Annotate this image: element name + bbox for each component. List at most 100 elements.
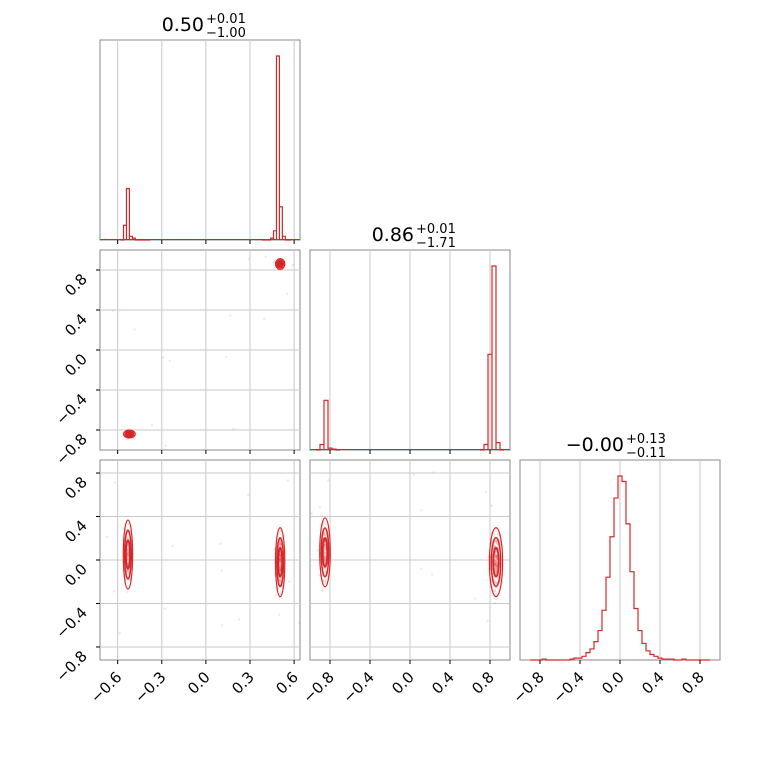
joint-1-3-contour — [274, 527, 286, 598]
joint-1-3-scatter-point — [126, 570, 129, 573]
joint-1-3-scatter-point — [126, 572, 130, 576]
joint-1-2-scatter-point — [263, 317, 266, 321]
joint-1-2-scatter-point — [278, 262, 282, 266]
joint-2-3-scatter-point — [495, 540, 498, 543]
joint-1-3-scatter-point — [126, 551, 130, 555]
joint-2-3-contour — [492, 546, 500, 578]
joint-2-3-scatter-point — [495, 564, 499, 567]
joint-1-2-panel — [96, 249, 301, 454]
joint-2-3-scatter-point — [494, 580, 497, 584]
joint-1-3-contour — [276, 537, 285, 588]
joint-1-3-scatter-point — [247, 493, 250, 497]
joint-1-2-scatter-point — [278, 262, 282, 266]
marginal-1-xtick-label: 0.6 — [272, 668, 302, 698]
joint-1-2-contour — [277, 260, 284, 268]
joint-1-2-contour — [276, 259, 285, 269]
joint-1-2-scatter-point — [127, 432, 131, 436]
joint-1-2-scatter-point — [127, 432, 131, 436]
joint-2-3-scatter-point — [323, 569, 327, 573]
joint-2-3-scatter-point — [495, 555, 499, 559]
joint-1-3-scatter-point — [126, 557, 130, 561]
joint-1-3-scatter-point — [278, 558, 282, 562]
marginal-3-xtick-label: −0.8 — [509, 668, 547, 706]
joint-2-3-scatter-point — [495, 566, 498, 569]
joint-1-3-scatter-point — [118, 632, 121, 635]
marginal-1-title-upper: +0.01 — [206, 12, 246, 27]
marginal-2-xtick-label: −0.4 — [339, 668, 377, 706]
joint-1-3-scatter-point — [279, 560, 282, 564]
joint-2-3-scatter-point — [495, 581, 498, 584]
marginal-3-xtick-label: 0.4 — [638, 668, 668, 698]
joint-1-2-ytick-label: 0.0 — [61, 350, 91, 380]
joint-1-2-ytick-label: −0.8 — [52, 430, 90, 468]
joint-2-3-scatter-point — [323, 551, 327, 555]
joint-2-3-scatter-point — [493, 579, 496, 583]
joint-2-3-scatter-point — [501, 580, 505, 584]
joint-1-3-scatter-point — [278, 578, 282, 582]
joint-2-3-scatter-point — [324, 556, 327, 560]
joint-1-3-scatter-point — [279, 579, 282, 582]
marginal-3-panel — [519, 459, 721, 664]
joint-1-3-scatter-point — [126, 552, 130, 555]
joint-2-3-scatter-point — [495, 555, 498, 558]
joint-2-3-scatter-point — [490, 504, 493, 507]
joint-1-3-scatter-point — [279, 542, 282, 546]
joint-2-3-scatter-point — [494, 553, 497, 557]
joint-1-3-ytick-label: −0.8 — [52, 647, 90, 685]
axis-labels: −0.6 −0.3 0.0 0.3 0.6−0.8 −0.4 0.0 0.4 0.8 −0.8 −0… — [52, 270, 707, 706]
marginal-3-histogram-step — [530, 475, 710, 661]
joint-2-3-scatter-point — [432, 471, 435, 474]
joint-2-3-scatter-point — [323, 544, 327, 547]
joint-1-3-scatter-point — [126, 554, 130, 558]
joint-2-3-scatter-point — [495, 561, 498, 565]
joint-1-3-ytick-label: 0.8 — [61, 473, 91, 503]
joint-1-3-scatter-point — [279, 542, 283, 546]
joint-1-3-scatter-point — [126, 549, 129, 553]
joint-2-3-scatter-point — [495, 554, 499, 557]
joint-2-3-scatter-point — [320, 587, 324, 591]
joint-2-3-scatter-point — [318, 506, 322, 509]
joint-2-3-scatter-point — [495, 555, 499, 559]
joint-2-3-scatter-point — [322, 567, 325, 570]
joint-2-3-scatter-point — [310, 512, 314, 515]
joint-1-2-scatter-point — [278, 263, 282, 266]
joint-2-3-scatter-point — [493, 562, 497, 566]
joint-1-2-scatter-point — [128, 433, 131, 436]
joint-1-3-scatter-point — [278, 556, 282, 560]
joint-1-2-scatter-point — [127, 432, 131, 436]
joint-1-3-scatter-point — [126, 590, 129, 594]
joint-1-2-contour — [274, 258, 286, 270]
marginal-2-title-lower: −1.71 — [416, 236, 456, 251]
joint-2-3-scatter-point — [323, 533, 327, 536]
joint-1-3-scatter-point — [279, 544, 282, 547]
joint-2-3-scatter-point — [495, 565, 499, 569]
joint-2-3-scatter-point — [323, 555, 327, 558]
joint-2-3-scatter-point — [321, 589, 324, 592]
joint-1-3-scatter-point — [279, 590, 283, 593]
joint-1-2-contour — [124, 430, 135, 438]
joint-2-3-scatter-point — [495, 592, 498, 595]
joint-2-3-scatter-point — [495, 542, 499, 546]
joint-2-3-scatter-point — [494, 545, 497, 548]
joint-1-3-scatter-point — [278, 542, 282, 546]
marginal-1-xtick-label: −0.3 — [131, 668, 169, 706]
joint-1-3-ytick-label: −0.4 — [52, 604, 90, 642]
joint-2-3-scatter-point — [494, 565, 498, 568]
joint-1-2-scatter-point — [278, 262, 282, 266]
joint-2-3-scatter-point — [323, 533, 327, 537]
joint-2-3-scatter-point — [494, 555, 498, 559]
joint-2-3-scatter-point — [495, 564, 499, 568]
joint-2-3-scatter-point — [493, 544, 497, 548]
marginal-2-xtick-label: 0.4 — [428, 668, 458, 698]
joint-1-3-scatter-point — [278, 561, 282, 565]
marginal-1-xtick-label: −0.6 — [87, 668, 125, 706]
joint-1-2-scatter-point — [272, 260, 276, 263]
joint-1-3-scatter-point — [127, 554, 130, 558]
joint-2-3-scatter-point — [495, 568, 498, 572]
joint-2-3-scatter-point — [494, 566, 497, 570]
joint-2-3-scatter-point — [494, 553, 498, 557]
joint-2-3-scatter-point — [323, 551, 327, 555]
joint-1-3-scatter-point — [126, 548, 130, 551]
joint-2-3-scatter-point — [494, 562, 498, 566]
joint-2-3-scatter-point — [495, 565, 498, 568]
